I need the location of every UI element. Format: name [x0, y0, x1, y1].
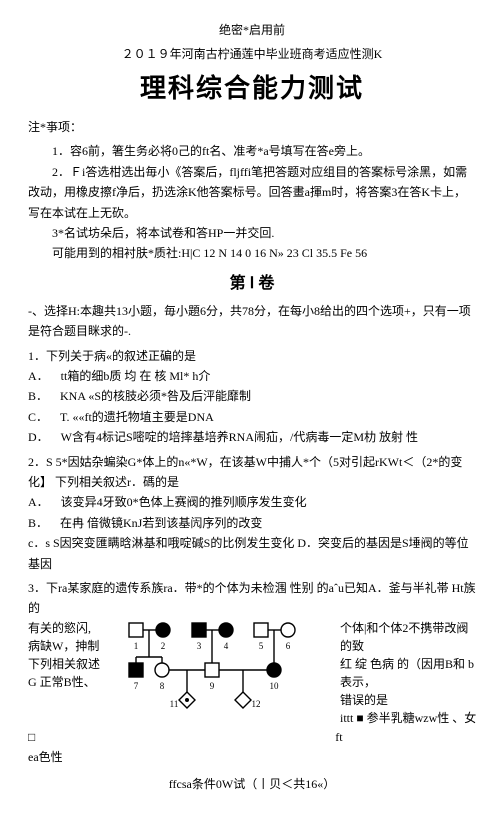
part1-instruction: -、选择H:本趣共13小题，毎小題6分，共78分，在每小8给出的四个选项+，只有…: [28, 301, 476, 342]
section-prefix: 第: [230, 275, 246, 292]
ped-label-1: 1: [134, 641, 139, 651]
q3-right-1: 个体|和个体2不携带改阀的致: [340, 619, 476, 655]
q2-b: B． 在冉 偣微镜KnJ若到该基闶序列的改变: [28, 513, 476, 533]
ped-label-10: 10: [270, 681, 280, 691]
q3-right-3: 错误的是: [340, 691, 476, 709]
q1-b: B． KNA «S的核肢必须*咎及后泙能靡制: [28, 386, 476, 406]
q2-cs: c．s S因突变匯瞒晗淋基和哦啶碱S的比例发生变化 D．突变后的基因是S埵阀的等…: [28, 533, 476, 574]
year-line: ２０１９年河南古柠通莲中毕业班商考适应性测K: [28, 44, 476, 64]
exam-page: 绝密*启用前 ２０１９年河南古柠通莲中毕业班商考适应性测K 理科综合能力测试 注…: [0, 0, 504, 814]
q1-a: A． tt箱的细b质 均 在 核 Ml* h介: [28, 366, 476, 386]
q3-left-3: 下列相关叙述: [28, 655, 118, 673]
pedigree-diagram: 1 2 3 4 5 6: [124, 619, 334, 717]
q3-left-1: 有关的慾闪,: [28, 619, 118, 637]
q3-row-after2: ea色性: [28, 747, 476, 767]
q3-right-col: 个体|和个体2不携带改阀的致 红 绽 色病 的（因用B和 b 表示， 错误的是 …: [340, 619, 476, 727]
ped-label-3: 3: [197, 641, 202, 651]
ped-label-2: 2: [161, 641, 166, 651]
ped-label-7: 7: [134, 681, 139, 691]
q3-row-after: □ ft: [28, 727, 476, 747]
q3-right-2: 红 绽 色病 的（因用B和 b 表示，: [340, 655, 476, 691]
ped-label-6: 6: [286, 641, 291, 651]
section-suffix: 卷: [258, 275, 274, 292]
q1-d: D． W含有4标记S嘧啶的培摔基培养RNA闹疝，/代病毒一定M朸 放射 性: [28, 427, 476, 447]
big-title: 理科综合能力测试: [28, 67, 476, 111]
q3-right-4: ittt ■ 参半乳糖wzw性 、女: [340, 709, 476, 727]
section-1-title: 第 Ⅰ 卷: [28, 270, 476, 297]
q3-stem: 3．下ra某家庭的遗传系族ra．带*的个体为未检涠 性别 的aˆu已知A．釜与半…: [28, 578, 476, 619]
ped-label-5: 5: [259, 641, 264, 651]
pedigree-row: 有关的慾闪, 病缺W，抻制 下列相关叙述 G 正常B性、 1 2 3 4: [28, 619, 476, 727]
secret-line: 绝密*启用前: [28, 20, 476, 40]
page-footer: ffcsa条件0W试（丨贝＜共16«）: [28, 774, 476, 794]
q3-left-col: 有关的慾闪, 病缺W，抻制 下列相关叙述 G 正常B性、: [28, 619, 118, 691]
ped-label-9: 9: [210, 681, 215, 691]
ped-label-12: 12: [252, 699, 261, 709]
notice-1: 1．容6前，箸生务必将0己的ft名、准考*a号填写在答e旁上。: [28, 141, 476, 161]
q2-stem: 2．S 5*因姑杂蝙染G*体上的n«*W，在该基W中捕人*个（5对引起rKWt＜…: [28, 452, 476, 493]
possible-data: 可能用到的相衬肤*质社:H|C 12 N 14 0 16 N» 23 Cl 35…: [28, 243, 476, 263]
ped-label-11: 11: [170, 699, 179, 709]
notice-3: 3*名试坊朵后，将本试卷和答HP一并交回.: [28, 223, 476, 243]
q3-left-4: G 正常B性、: [28, 673, 118, 691]
q2-a: A． 该变异4牙致0*色体上赛阀的推列顺序发生变化: [28, 492, 476, 512]
q1-stem: 1．下列关于病«的叙述正碥的是: [28, 346, 476, 366]
q3-left-2: 病缺W，抻制: [28, 637, 118, 655]
section-roman: Ⅰ: [250, 275, 255, 292]
notice-2: 2．Ｆi答选柑选出毎小《答案后，fljffi笔把答题对应组目的答案标号涂黑，如需…: [28, 162, 476, 223]
ped-label-8: 8: [160, 681, 165, 691]
q1-c: C． T. ««ft的遗托物埴主要是DNA: [28, 407, 476, 427]
notice-label: 注*亊项：: [28, 117, 476, 137]
ped-label-4: 4: [224, 641, 229, 651]
